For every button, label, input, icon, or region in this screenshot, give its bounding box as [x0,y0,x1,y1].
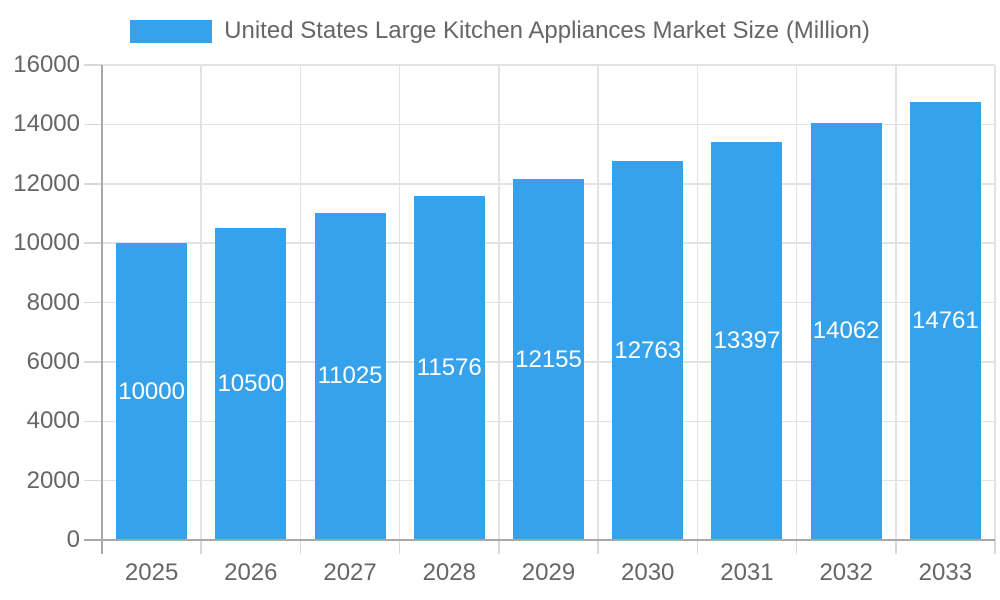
bar[interactable] [215,228,287,540]
y-tick [84,361,102,363]
bar-value-label: 11576 [416,354,482,382]
x-tick [895,540,897,554]
y-tick [84,242,102,244]
y-tick [84,64,102,66]
legend-swatch [130,19,213,43]
x-tick [498,540,500,554]
x-axis-label: 2026 [224,559,278,586]
x-axis-label: 2031 [720,559,774,586]
bar[interactable] [612,161,684,540]
x-tick [398,540,401,554]
x-axis-label: 2032 [819,559,873,586]
x-axis-label: 2028 [422,559,476,586]
bar-value-label: 12155 [515,345,582,373]
x-gridline [398,65,401,540]
x-tick [200,540,202,554]
x-gridline [597,65,599,540]
y-axis-label: 0 [66,526,80,553]
y-axis-label: 4000 [26,407,80,435]
bar[interactable] [810,122,882,540]
bar[interactable] [513,179,584,540]
x-axis-label: 2029 [521,559,576,586]
x-axis-label: 2027 [323,559,377,586]
x-gridline [696,65,699,540]
bar[interactable] [413,196,485,540]
y-axis-label: 14000 [13,110,80,138]
chart-legend[interactable]: United States Large Kitchen Appliances M… [0,14,1000,48]
bar-value-label: 11025 [317,362,383,390]
bar[interactable] [909,101,981,540]
bar-value-label: 12763 [614,336,682,364]
x-gridline [299,65,302,540]
y-tick [84,301,102,304]
x-axis-label: 2025 [124,559,179,586]
y-tick [84,123,102,126]
legend-label: United States Large Kitchen Appliances M… [224,17,870,44]
x-gridline [994,65,996,540]
y-axis-label: 8000 [26,288,80,316]
x-tick [597,540,599,554]
bar-value-label: 13397 [713,327,781,355]
x-axis-label: 2033 [918,559,973,586]
bar[interactable] [711,142,783,540]
y-axis-label: 2000 [26,466,80,494]
x-axis-line [84,539,995,541]
x-gridline [498,65,500,540]
x-tick [994,540,996,554]
x-tick [795,540,798,554]
y-tick [84,183,102,185]
x-tick [299,540,302,554]
bar[interactable] [116,243,188,540]
y-tick [84,479,102,482]
x-axis-label: 2030 [621,559,675,586]
y-tick [84,420,102,422]
bar-value-label: 14062 [812,317,880,345]
y-axis-line [101,65,103,554]
y-axis-label: 12000 [13,169,80,197]
y-gridline [102,123,995,126]
y-axis-label: 16000 [13,51,80,78]
y-axis-label: 6000 [26,347,80,375]
bar-value-label: 14761 [912,306,979,334]
x-tick [696,540,699,554]
y-axis-label: 10000 [13,229,80,257]
bar-value-label: 10500 [217,370,285,398]
bar[interactable] [314,212,386,540]
x-gridline [895,65,897,540]
bar-value-label: 10000 [118,377,185,405]
x-gridline [795,65,798,540]
x-gridline [200,65,202,540]
y-gridline [102,64,995,66]
